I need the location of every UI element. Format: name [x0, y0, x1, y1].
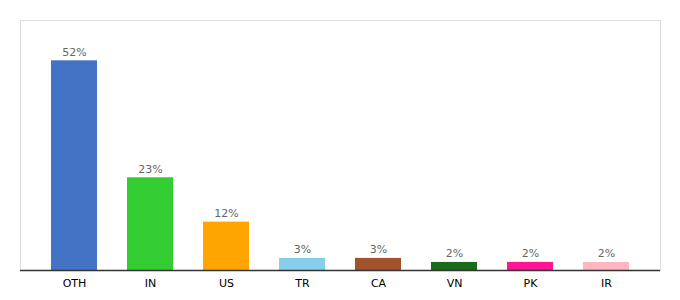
- svg-text:2%: 2%: [522, 247, 539, 260]
- svg-text:3%: 3%: [294, 243, 311, 256]
- svg-text:52%: 52%: [62, 46, 86, 59]
- svg-text:23%: 23%: [138, 163, 162, 176]
- svg-text:CA: CA: [371, 277, 387, 290]
- svg-text:US: US: [219, 277, 234, 290]
- svg-text:PK: PK: [524, 277, 539, 290]
- svg-text:2%: 2%: [446, 247, 463, 260]
- svg-text:OTH: OTH: [63, 277, 87, 290]
- svg-text:VN: VN: [447, 277, 463, 290]
- svg-text:TR: TR: [294, 277, 310, 290]
- svg-text:12%: 12%: [214, 207, 238, 220]
- svg-text:IR: IR: [601, 277, 612, 290]
- svg-text:IN: IN: [145, 277, 156, 290]
- svg-text:3%: 3%: [370, 243, 387, 256]
- svg-text:2%: 2%: [598, 247, 615, 260]
